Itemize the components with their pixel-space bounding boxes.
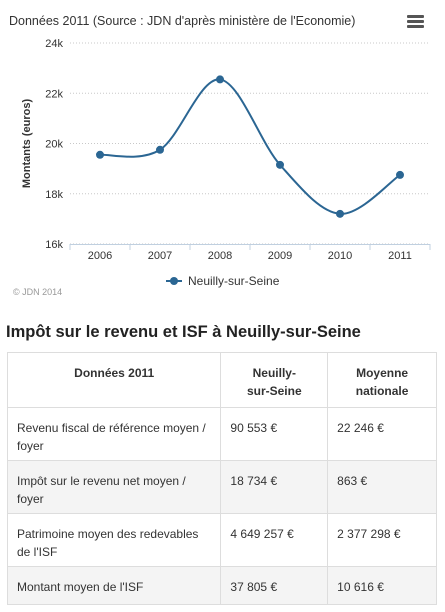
data-point — [276, 160, 284, 169]
table-cell-national: 10 616 € — [327, 566, 437, 605]
header-moyenne-text: Moyenne nationale — [355, 366, 409, 398]
tax-comparison-table: Données 2011 Neuilly- sur-Seine Moyenne … — [6, 352, 437, 605]
y-tick-label: 24k — [45, 38, 63, 50]
header-donnees: Données 2011 — [6, 352, 222, 408]
chart-title: Données 2011 (Source : JDN d'après minis… — [9, 14, 356, 28]
legend-label: Neuilly-sur-Seine — [188, 274, 280, 288]
x-tick-label: 2009 — [268, 250, 292, 262]
x-tick-label: 2006 — [88, 250, 112, 262]
header-moyenne: Moyenne nationale — [327, 352, 437, 408]
table-cell-national: 863 € — [327, 460, 437, 514]
x-tick-label: 2008 — [208, 250, 232, 262]
y-axis-title: Montants (euros) — [21, 99, 33, 189]
y-tick-label: 20k — [45, 139, 63, 151]
table-cell-neuilly: 18 734 € — [220, 460, 329, 514]
table-cell-label: Patrimoine moyen des redevables de l'ISF — [6, 513, 222, 567]
line-chart: 16k 18k 20k 22k 24k 2006 2007 2008 2009 2010 2011 M… — [21, 38, 431, 288]
data-point — [156, 145, 164, 154]
table-cell-neuilly: 90 553 € — [220, 407, 329, 461]
chart-container: Données 2011 (Source : JDN d'après minis… — [0, 0, 445, 305]
data-point — [396, 170, 404, 179]
table-row: Patrimoine moyen des redevables de l'ISF… — [6, 513, 437, 567]
table-cell-national: 22 246 € — [327, 407, 437, 461]
hamburger-menu-icon[interactable] — [407, 15, 424, 29]
table-row: Montant moyen de l'ISF 37 805 € 10 616 € — [6, 566, 437, 605]
section-title: Impôt sur le revenu et ISF à Neuilly-sur… — [6, 323, 361, 341]
table-row: Revenu fiscal de référence moyen / foyer… — [6, 407, 437, 461]
table-cell-neuilly: 37 805 € — [220, 566, 329, 605]
chart-credits: © JDN 2014 — [13, 287, 63, 297]
y-tick-label: 22k — [45, 88, 63, 100]
header-neuilly: Neuilly- sur-Seine — [220, 352, 329, 408]
x-tick-label: 2010 — [328, 250, 352, 262]
table-row: Impôt sur le revenu net moyen / foyer 18… — [6, 460, 437, 514]
data-point — [336, 209, 344, 218]
circle-marker-icon — [170, 277, 178, 285]
data-point — [216, 75, 224, 84]
y-tick-label: 18k — [45, 189, 63, 201]
table-cell-label: Impôt sur le revenu net moyen / foyer — [6, 460, 222, 514]
header-neuilly-text: Neuilly- sur-Seine — [246, 366, 302, 398]
data-point — [96, 150, 104, 159]
table-cell-label: Revenu fiscal de référence moyen / foyer — [6, 407, 222, 461]
x-tick-label: 2007 — [148, 250, 172, 262]
y-tick-label: 16k — [45, 239, 63, 251]
table-cell-national: 2 377 298 € — [327, 513, 437, 567]
table-header-row: Données 2011 Neuilly- sur-Seine Moyenne … — [6, 352, 437, 408]
table-cell-neuilly: 4 649 257 € — [220, 513, 329, 567]
x-tick-label: 2011 — [388, 250, 412, 262]
table-cell-label: Montant moyen de l'ISF — [6, 566, 222, 605]
